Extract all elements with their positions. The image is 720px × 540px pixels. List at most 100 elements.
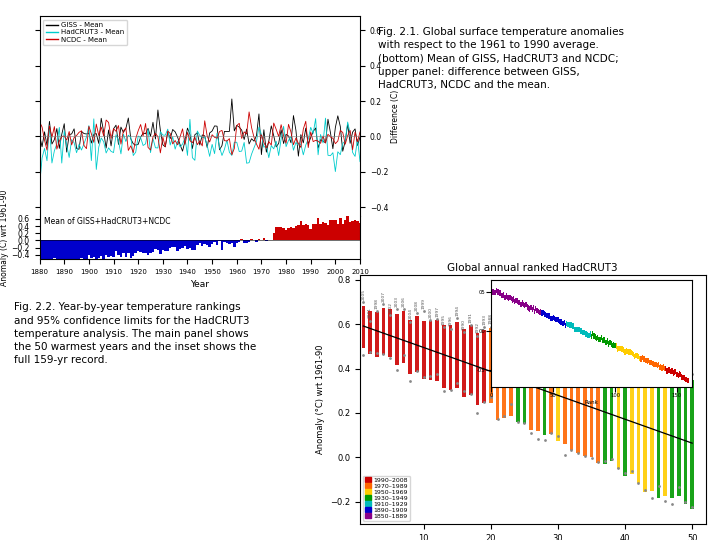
Bar	[297, 225, 300, 240]
HadCRUT3 - Mean	[321, 115, 330, 122]
Bar	[164, 240, 166, 251]
Bar	[356, 220, 359, 240]
Text: 2001: 2001	[368, 307, 372, 319]
Bar	[442, 325, 446, 388]
Bar	[63, 240, 66, 261]
Legend: 1990–2008, 1970–1989, 1950–1969, 1930–1949, 1910–1929, 1890–1909, 1850–1889: 1990–2008, 1970–1989, 1950–1969, 1930–19…	[363, 476, 410, 521]
Bar	[225, 240, 228, 244]
Bar	[147, 240, 149, 255]
Point	[626, 467, 637, 475]
Bar	[41, 240, 43, 263]
HadCRUT3 - Mean	[272, 138, 281, 145]
Bar	[140, 240, 142, 252]
Point	[472, 332, 483, 340]
Point	[673, 482, 685, 491]
Bar	[221, 240, 223, 250]
Bar	[233, 240, 235, 247]
Bar	[583, 356, 587, 456]
Bar	[644, 375, 647, 491]
Point	[512, 340, 523, 348]
Point	[398, 351, 410, 360]
Text: 1955: 1955	[630, 338, 634, 348]
Bar	[38, 240, 41, 262]
Point	[518, 418, 530, 427]
Bar	[341, 224, 344, 240]
Bar	[216, 240, 218, 245]
Text: 1963: 1963	[556, 328, 560, 339]
Point	[518, 337, 530, 346]
Point	[566, 446, 577, 454]
Point	[572, 354, 584, 362]
Point	[371, 307, 382, 315]
Point	[532, 435, 544, 444]
Bar	[368, 311, 372, 354]
Bar	[272, 233, 275, 240]
NCDC - Mean	[35, 119, 44, 125]
Text: 1973: 1973	[549, 326, 553, 337]
Bar	[48, 240, 50, 262]
Bar	[120, 240, 122, 257]
Point	[431, 370, 443, 379]
Bar	[346, 216, 349, 240]
Point	[606, 350, 618, 359]
Bar	[152, 240, 154, 252]
Bar	[130, 240, 132, 258]
Text: Mean of GISS+HadCRUT3+NCDC: Mean of GISS+HadCRUT3+NCDC	[45, 217, 171, 226]
Point	[686, 370, 698, 379]
Bar	[536, 343, 540, 431]
Text: 1936: 1936	[677, 356, 680, 367]
Bar	[402, 310, 405, 363]
Point	[378, 350, 390, 359]
GISS - Mean	[294, 153, 302, 159]
Bar	[462, 328, 466, 397]
Point	[411, 309, 423, 318]
Text: 1944: 1944	[516, 331, 520, 342]
Point	[485, 393, 497, 401]
Point	[619, 366, 631, 374]
Point	[391, 365, 402, 374]
Point	[358, 298, 369, 307]
Bar	[213, 240, 216, 241]
Bar	[320, 224, 322, 240]
Point	[492, 334, 503, 342]
Point	[498, 412, 510, 421]
Point	[579, 357, 590, 366]
Bar	[248, 240, 251, 242]
Text: 1971: 1971	[590, 350, 593, 361]
Line: HadCRUT3 - Mean: HadCRUT3 - Mean	[40, 118, 360, 185]
Point	[398, 305, 410, 313]
Text: 1990: 1990	[462, 319, 466, 330]
HadCRUT3 - Mean	[48, 160, 56, 166]
Bar	[670, 375, 674, 498]
Bar	[351, 221, 354, 240]
Bar	[196, 240, 199, 245]
Bar	[436, 320, 439, 381]
Point	[660, 496, 671, 505]
Text: 1938: 1938	[543, 336, 546, 348]
Bar	[88, 240, 90, 255]
Bar	[489, 328, 492, 403]
HadCRUT3 - Mean	[217, 152, 226, 159]
Point	[613, 464, 624, 472]
Point	[358, 350, 369, 359]
Bar	[312, 224, 315, 240]
NCDC - Mean	[136, 122, 145, 128]
Bar	[95, 240, 97, 260]
Text: 1935: 1935	[690, 362, 694, 372]
Point	[465, 390, 477, 399]
Bar	[228, 240, 230, 244]
Bar	[344, 220, 346, 240]
NCDC - Mean	[284, 121, 293, 127]
Bar	[176, 240, 179, 251]
Bar	[428, 321, 432, 381]
Point	[431, 315, 443, 323]
Text: 1970: 1970	[596, 340, 600, 350]
Bar	[415, 316, 419, 372]
NCDC - Mean	[153, 133, 162, 140]
Bar	[305, 224, 307, 240]
Bar	[382, 308, 385, 355]
Bar	[206, 240, 208, 245]
Text: 2005: 2005	[361, 289, 365, 300]
Bar	[55, 240, 58, 260]
Point	[378, 300, 390, 309]
